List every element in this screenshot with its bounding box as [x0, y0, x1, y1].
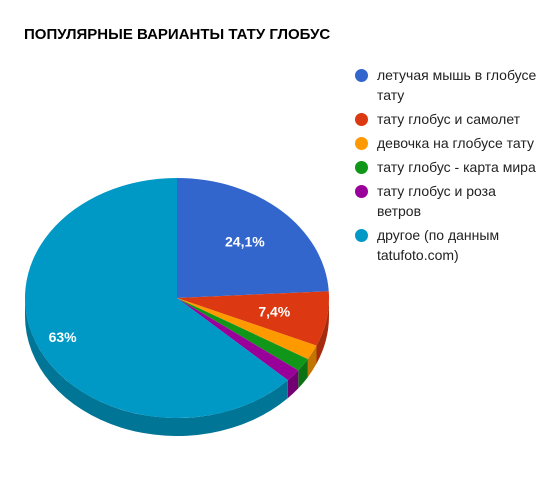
- legend-item-2: девочка на глобусе тату: [355, 133, 540, 153]
- legend-marker-1: [355, 113, 368, 126]
- pie-slice-side-3: [298, 359, 308, 389]
- legend-marker-5: [355, 229, 368, 242]
- pie-slice-3[interactable]: [177, 298, 308, 371]
- legend-marker-4: [355, 185, 368, 198]
- pie-slice-side-2: [307, 345, 317, 378]
- pie-tops: [25, 178, 329, 418]
- pie-slice-side-5: [25, 298, 288, 436]
- legend-label-0: летучая мышь в глобусе тату: [377, 67, 537, 103]
- legend-item-5: другое (по данным tatufoto.com): [355, 225, 540, 265]
- legend-label-3: тату глобус - карта мира: [377, 159, 536, 175]
- pie-labels: 24,1% 7,4% 63%: [49, 233, 291, 345]
- legend-item-0: летучая мышь в глобусе тату: [355, 65, 540, 105]
- pie-slice-label-5: 63%: [49, 329, 78, 345]
- legend-item-3: тату глобус - карта мира: [355, 157, 540, 177]
- legend-label-5: другое (по данным tatufoto.com): [377, 227, 500, 263]
- legend: летучая мышь в глобусе тату тату глобус и…: [355, 65, 540, 269]
- pie-slice-side-4: [287, 370, 299, 399]
- pie-slice-0[interactable]: [177, 178, 329, 298]
- legend-label-4: тату глобус и роза ветров: [377, 183, 496, 219]
- pie-slice-4[interactable]: [177, 298, 299, 381]
- pie-sides: [25, 298, 329, 436]
- legend-item-4: тату глобус и роза ветров: [355, 181, 540, 221]
- legend-marker-0: [355, 69, 368, 82]
- chart-title: ПОПУЛЯРНЫЕ ВАРИАНТЫ ТАТУ ГЛОБУС: [24, 26, 331, 43]
- legend-label-1: тату глобус и самолет: [377, 111, 521, 127]
- legend-marker-3: [355, 161, 368, 174]
- pie-slice-1[interactable]: [177, 291, 329, 346]
- legend-label-2: девочка на глобусе тату: [377, 135, 534, 151]
- pie-slice-label-0: 24,1%: [225, 233, 265, 249]
- pie-slice-2[interactable]: [177, 298, 317, 360]
- pie-slice-label-1: 7,4%: [258, 304, 290, 320]
- pie-slice-side-1: [316, 298, 329, 364]
- legend-marker-2: [355, 137, 368, 150]
- legend-item-1: тату глобус и самолет: [355, 109, 540, 129]
- pie-slice-5[interactable]: [25, 178, 288, 418]
